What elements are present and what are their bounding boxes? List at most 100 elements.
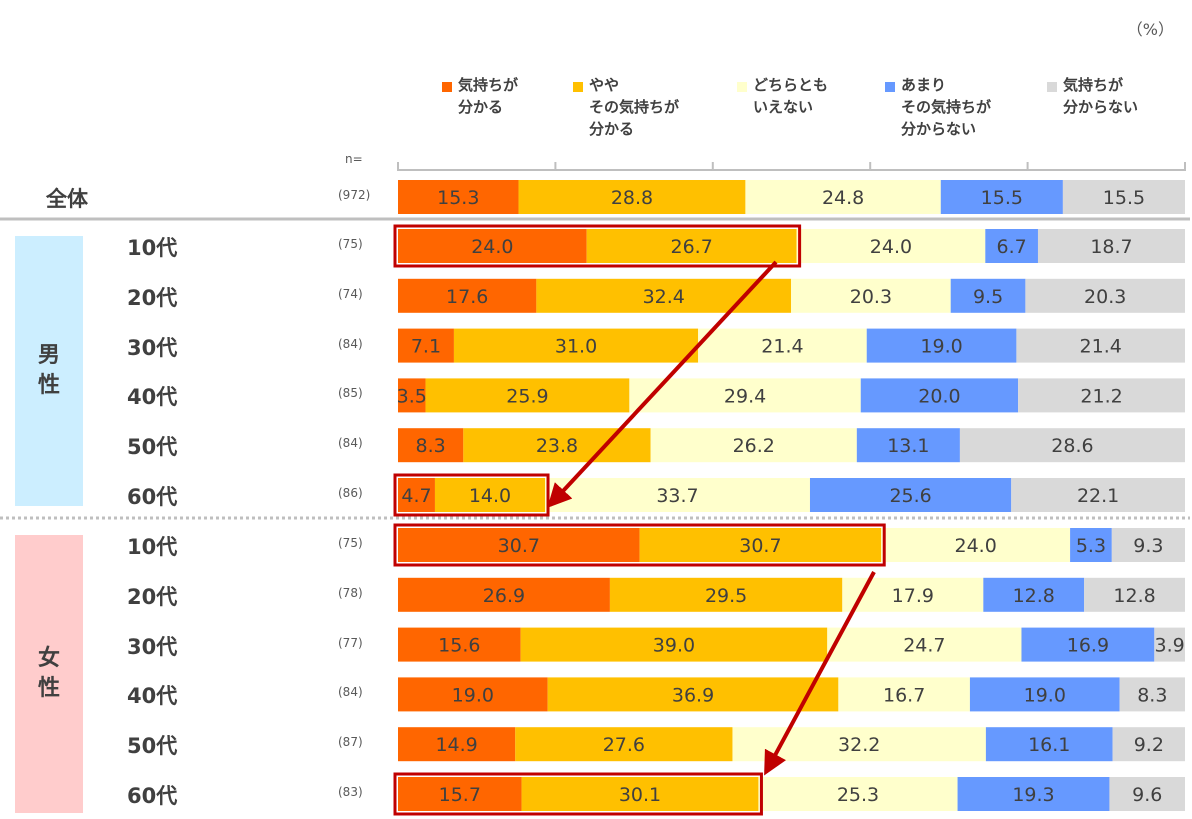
row-label: 60代 — [127, 485, 178, 509]
data-label: 15.6 — [438, 635, 480, 657]
bar-segment — [1112, 727, 1185, 762]
bar-segment — [398, 727, 516, 762]
bar-segment — [398, 229, 587, 263]
data-label: 9.3 — [1133, 535, 1163, 557]
legend-item: どちらとも いえない — [735, 74, 828, 118]
data-label: 32.2 — [838, 734, 880, 756]
data-label: 7.1 — [411, 336, 441, 358]
bar-segment — [940, 180, 1063, 214]
bar-segment — [545, 478, 810, 512]
data-label: 25.6 — [889, 485, 931, 507]
arrow-icon — [764, 571, 876, 776]
data-label: 20.3 — [1084, 286, 1126, 308]
n-value: (78) — [338, 585, 363, 600]
data-label: 27.6 — [603, 734, 645, 756]
data-label: 24.0 — [955, 535, 997, 557]
bar-segment — [809, 478, 1012, 512]
bar-segment — [827, 627, 1022, 662]
data-label: 24.7 — [903, 635, 945, 657]
bar-segment — [398, 627, 521, 662]
data-label: 25.3 — [837, 784, 879, 806]
row-label: 20代 — [127, 285, 178, 310]
legend-item: 気持ちが 分かる — [440, 74, 518, 118]
n-value: (85) — [338, 386, 363, 401]
legend-swatch-icon — [442, 82, 452, 92]
bar-segment — [398, 677, 548, 712]
legend-label: やや その気持ちが 分かる — [589, 76, 680, 138]
row-label: 10代 — [127, 236, 178, 260]
bar-segment — [515, 727, 733, 762]
highlight-box — [393, 224, 802, 268]
bar-segment — [1011, 478, 1185, 512]
bar-segment — [698, 328, 867, 363]
bar-segment — [866, 328, 1017, 363]
row-label: 50代 — [127, 734, 178, 759]
data-label: 9.2 — [1134, 734, 1164, 756]
bar-segment — [1037, 229, 1185, 263]
data-label: 29.5 — [705, 585, 747, 607]
n-value: (87) — [338, 735, 363, 750]
data-label: 6.7 — [997, 236, 1027, 258]
bar-segment — [881, 528, 1071, 562]
bar-segment — [1084, 577, 1185, 612]
data-label: 26.9 — [483, 585, 525, 607]
legend-swatch-icon — [573, 82, 583, 92]
bar-segment — [398, 378, 426, 413]
legend-label: 気持ちが 分からない — [1063, 76, 1139, 116]
data-label: 39.0 — [653, 635, 695, 657]
bar-segment — [629, 378, 861, 413]
legend-item: あまり その気持ちが 分からない — [883, 74, 991, 140]
bar-segment — [1016, 328, 1185, 363]
row-label: 50代 — [127, 435, 178, 460]
data-label: 5.3 — [1076, 535, 1106, 557]
data-label: 26.2 — [733, 435, 775, 457]
bar-segment — [398, 328, 454, 363]
bar-segment — [838, 677, 970, 712]
bar-segment — [983, 577, 1085, 612]
data-label: 19.3 — [1012, 784, 1054, 806]
group-label: 男 性 — [15, 236, 83, 506]
bar-segment — [1018, 378, 1185, 413]
data-label: 9.5 — [973, 286, 1003, 308]
data-label: 16.1 — [1028, 734, 1070, 756]
data-label: 12.8 — [1013, 585, 1055, 607]
bar-segment — [745, 180, 941, 214]
highlight-box — [393, 523, 886, 567]
data-label: 30.1 — [619, 784, 661, 806]
data-label: 3.5 — [397, 385, 427, 407]
data-label: 12.8 — [1113, 585, 1155, 607]
bar-segment — [1119, 677, 1185, 712]
data-label: 26.7 — [670, 236, 712, 258]
bar-segment — [856, 428, 960, 463]
data-label: 30.7 — [498, 535, 540, 557]
n-value: (75) — [338, 237, 363, 251]
row-label: 30代 — [127, 634, 178, 659]
bar-segment — [518, 180, 746, 214]
data-label: 16.9 — [1067, 635, 1109, 657]
data-label: 23.8 — [536, 435, 578, 457]
data-label: 14.0 — [469, 485, 511, 507]
data-label: 16.7 — [883, 684, 925, 706]
total-label: 全体 — [46, 187, 88, 211]
bar-segment — [791, 278, 951, 313]
legend-swatch-icon — [1047, 82, 1057, 92]
data-label: 15.3 — [437, 187, 479, 209]
bar-segment — [1025, 278, 1185, 313]
bar-segment — [398, 278, 537, 313]
row-label: 20代 — [127, 584, 178, 609]
bar-segment — [969, 677, 1120, 712]
n-value: (84) — [338, 336, 363, 351]
data-label: 21.4 — [1080, 336, 1122, 358]
unit-label: （%） — [1126, 20, 1174, 39]
data-label: 24.8 — [822, 187, 864, 209]
data-label: 20.3 — [850, 286, 892, 308]
data-label: 24.0 — [471, 236, 513, 258]
data-label: 20.0 — [918, 385, 960, 407]
data-label: 30.7 — [739, 535, 781, 557]
data-label: 18.7 — [1090, 236, 1132, 258]
data-label: 33.7 — [656, 485, 698, 507]
highlight-box — [393, 772, 763, 816]
row-label: 40代 — [127, 385, 178, 410]
data-label: 19.0 — [452, 684, 494, 706]
data-label: 19.0 — [1024, 684, 1066, 706]
